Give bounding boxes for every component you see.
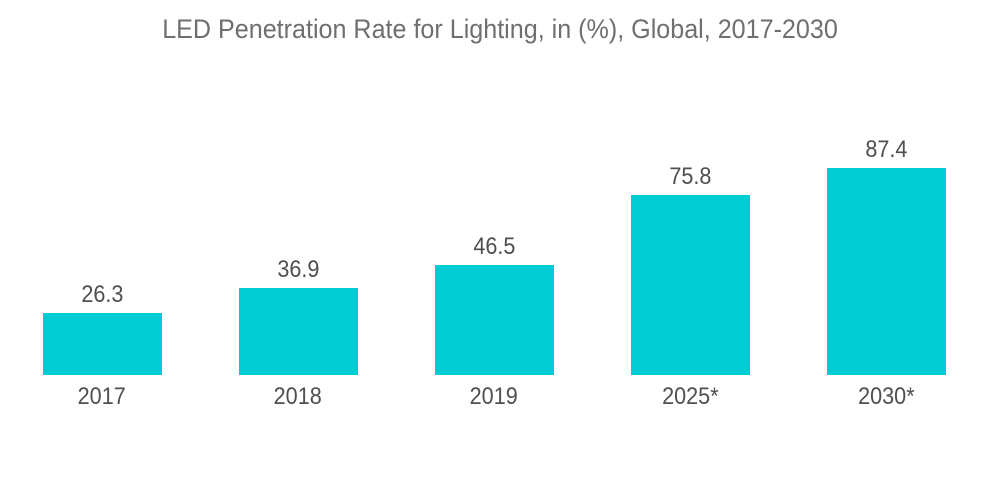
bar-column: 75.8 2025* (592, 163, 788, 409)
bar-column: 87.4 2030* (788, 136, 984, 409)
x-axis-tick-label: 2025* (661, 383, 719, 410)
bar-column: 26.3 2017 (4, 281, 200, 409)
bar-value-label: 26.3 (80, 281, 124, 309)
bar (42, 313, 162, 375)
bar-value-label: 87.4 (864, 136, 908, 164)
x-axis-tick-label: 2030* (857, 383, 915, 410)
x-axis-tick-label: 2018 (273, 383, 323, 410)
bar-column: 36.9 2018 (200, 256, 396, 409)
bar (630, 195, 750, 375)
bar (434, 265, 554, 375)
bar-value-label: 36.9 (276, 256, 320, 284)
bar (238, 288, 358, 375)
chart-title: LED Penetration Rate for Lighting, in (%… (162, 14, 838, 44)
bar (826, 168, 946, 375)
bar-value-label: 75.8 (668, 163, 712, 191)
bar-value-label: 46.5 (472, 233, 516, 261)
bar-column: 46.5 2019 (396, 233, 592, 409)
x-axis-tick-label: 2019 (469, 383, 519, 410)
x-axis-tick-label: 2017 (77, 383, 127, 410)
plot-area: 26.3 2017 36.9 2018 46.5 2019 75.8 2025*… (4, 134, 984, 409)
